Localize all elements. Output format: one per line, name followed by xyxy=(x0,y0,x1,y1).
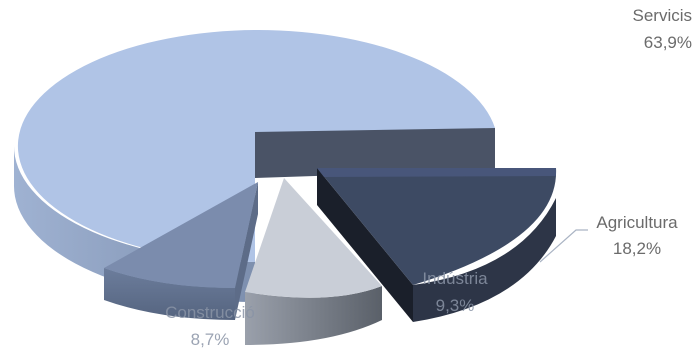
label-industria-value: 9,3% xyxy=(436,296,475,315)
slice-agricultura-left-wall xyxy=(317,168,413,322)
label-construccio-value: 8,7% xyxy=(191,330,230,349)
slice-industria xyxy=(245,178,382,345)
label-industria-name: Indústria xyxy=(422,269,488,288)
slice-construccio-outer-side xyxy=(104,268,235,320)
label-construccio-name: Construcció xyxy=(165,303,255,322)
slice-industria-side xyxy=(245,286,382,345)
slice-industria-top xyxy=(245,178,382,298)
label-agricultura-name: Agricultura xyxy=(596,213,678,232)
label-agricultura-value: 18,2% xyxy=(613,239,661,258)
label-servicis-value: 63,9% xyxy=(644,33,692,52)
slice-agricultura-outer-side xyxy=(413,198,556,322)
slice-servicis-cut-face xyxy=(255,128,495,178)
label-servicis-name: Servicis xyxy=(632,6,692,25)
slice-construccio xyxy=(104,182,258,320)
slice-agricultura-top xyxy=(317,168,557,285)
leader-line-agricultura xyxy=(539,229,588,263)
slice-construccio-right-wall xyxy=(235,182,258,320)
slice-construccio-top xyxy=(104,182,258,288)
slice-servicis-top xyxy=(17,30,495,263)
slice-agricultura xyxy=(317,168,557,322)
slice-agricultura-top-rim xyxy=(317,168,556,177)
